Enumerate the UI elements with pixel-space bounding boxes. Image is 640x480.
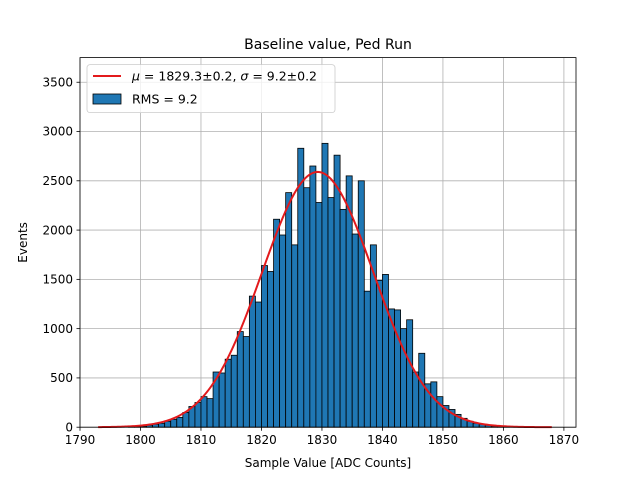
legend-histogram-label: RMS = 9.2 [132, 92, 198, 107]
y-axis-label: Events [16, 222, 30, 263]
histogram-bar [200, 396, 208, 428]
histogram-bar [261, 265, 268, 428]
histogram-bar [273, 218, 281, 428]
histogram-bar [303, 187, 311, 428]
histogram-bar [315, 202, 323, 428]
histogram-bar [158, 422, 166, 428]
histogram-bar [297, 147, 305, 428]
histogram-bar [242, 336, 250, 428]
y-tick-label: 3500 [42, 75, 73, 89]
histogram-bar [176, 416, 184, 428]
x-tick-label: 1790 [65, 433, 96, 447]
histogram-bar [430, 381, 438, 428]
histogram-bar [194, 402, 202, 428]
y-tick-label: 1500 [42, 273, 73, 287]
legend-fit-label: μ = 1829.3±0.2, σ = 9.2±0.2 [131, 69, 317, 84]
y-tick-label: 2000 [42, 223, 73, 237]
x-tick-label: 1850 [428, 433, 459, 447]
fit-curve [98, 170, 552, 429]
histogram-bar [182, 412, 190, 428]
histogram-bar [357, 180, 365, 428]
histogram-bar [164, 420, 172, 428]
histogram-bar [327, 197, 335, 428]
plot-frame [79, 57, 577, 428]
histogram-bar [267, 271, 274, 428]
histogram-bar [285, 192, 293, 428]
x-tick-label: 1830 [307, 433, 338, 447]
histogram-bar [339, 208, 347, 428]
histogram-bar [412, 371, 420, 428]
histogram-bar [351, 233, 359, 428]
x-tick-label: 1810 [186, 433, 217, 447]
histogram-bar [309, 165, 317, 428]
legend: μ = 1829.3±0.2, σ = 9.2±0.2 RMS = 9.2 [86, 64, 336, 113]
histogram-bar [230, 354, 238, 428]
x-tick-label: 1860 [488, 433, 519, 447]
histogram-bar [406, 319, 414, 428]
axis-ticks: 1790 1800 1810 1820 1830 1840 1850 1860 1870 0 500… [42, 75, 579, 447]
histogram-bar [255, 301, 262, 428]
y-tick-label: 0 [65, 420, 73, 434]
x-tick-label: 1840 [367, 433, 398, 447]
histogram-bar [279, 234, 287, 428]
histogram-bar [321, 142, 329, 428]
x-axis-label: Sample Value [ADC Counts] [245, 456, 411, 470]
x-tick-label: 1870 [549, 433, 580, 447]
histogram-bar [224, 358, 232, 428]
legend-box [86, 64, 336, 113]
histogram-bar [291, 244, 299, 428]
y-tick-label: 500 [50, 371, 73, 385]
gaussian-fit [98, 170, 552, 429]
histogram-bar [333, 154, 341, 428]
y-tick-label: 3000 [42, 125, 73, 139]
histogram-bar [218, 372, 226, 428]
histogram-bar [248, 295, 256, 428]
histogram-bar [170, 418, 178, 428]
chart-title: Baseline value, Ped Run [244, 37, 412, 53]
histogram-bar [418, 352, 426, 428]
histogram-bar [394, 309, 401, 428]
histogram-bar [236, 331, 244, 428]
y-tick-label: 2500 [42, 174, 73, 188]
y-tick-label: 1000 [42, 322, 73, 336]
legend-histogram-swatch [92, 93, 122, 105]
histogram-bar [206, 398, 214, 428]
x-tick-label: 1820 [246, 433, 277, 447]
histogram-bar [363, 290, 371, 428]
x-tick-label: 1800 [125, 433, 156, 447]
histogram-bar [375, 279, 383, 428]
